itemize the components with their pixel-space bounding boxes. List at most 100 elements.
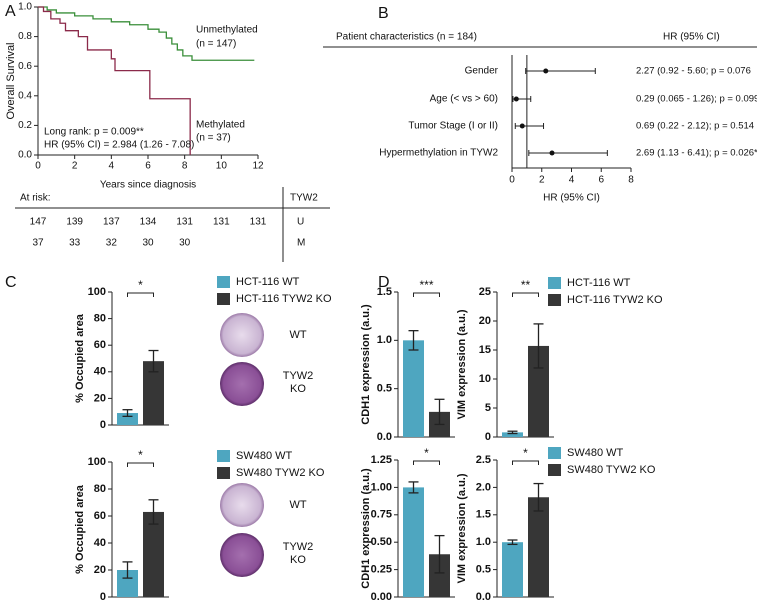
value-label: 2.69 (1.13 - 6.41); p = 0.026* <box>636 148 757 159</box>
annotation: (n = 147) <box>196 39 236 50</box>
x-axis-label: Years since diagnosis <box>100 180 196 191</box>
y-tick-label: 0.8 <box>18 31 32 42</box>
legend-swatch <box>217 293 230 305</box>
y-tick-label: 100 <box>88 456 106 468</box>
legend-label: SW480 WT <box>236 450 293 462</box>
y-tick-label: 10 <box>479 373 491 385</box>
dish-image <box>220 313 264 357</box>
y-tick-label: 0 <box>100 419 106 431</box>
x-tick-label: 4 <box>109 161 115 172</box>
y-tick-label: 0.0 <box>18 150 32 161</box>
x-tick-label: 8 <box>182 161 188 172</box>
risk-count: 139 <box>66 217 83 228</box>
row-label: Age (< vs > 60) <box>430 94 498 105</box>
annotation: Long rank: p = 0.009** <box>44 127 144 138</box>
legend-label: SW480 TYW2 KO <box>567 464 656 476</box>
significance-label: * <box>138 278 143 292</box>
y-tick-label: 0.2 <box>18 120 32 131</box>
panel-letter: A <box>5 3 16 20</box>
y-tick-label: 2.0 <box>476 481 491 493</box>
hr-point <box>543 68 549 74</box>
header: Patient characteristics (n = 184) <box>336 32 477 43</box>
x-tick-label: 8 <box>628 175 634 186</box>
risk-table-title: At risk: <box>20 193 51 204</box>
y-tick-label: 80 <box>94 313 106 325</box>
annotation: Unmethylated <box>196 25 258 36</box>
panel-letter: C <box>5 274 17 291</box>
legend-label: SW480 TYW2 KO <box>236 467 325 479</box>
row-label: Tumor Stage (I or II) <box>408 121 498 132</box>
x-tick-label: 6 <box>145 161 151 172</box>
risk-count: 137 <box>103 217 120 228</box>
bar <box>528 345 549 437</box>
risk-count: 131 <box>250 217 267 228</box>
y-tick-label: 20 <box>94 564 106 576</box>
panel-letter: B <box>378 5 389 22</box>
y-tick-label: 1.5 <box>476 509 491 521</box>
legend-swatch <box>548 277 561 289</box>
legend-swatch <box>548 294 561 306</box>
y-tick-label: 40 <box>94 537 106 549</box>
risk-count: 134 <box>140 217 157 228</box>
value-label: 2.27 (0.92 - 5.60; p = 0.076 <box>636 66 751 77</box>
bar <box>502 542 523 597</box>
x-tick-label: 2 <box>72 161 78 172</box>
hr-point <box>519 123 525 129</box>
significance-label: * <box>424 446 429 460</box>
x-tick-label: 2 <box>539 175 545 186</box>
hr-point <box>549 150 555 156</box>
x-tick-label: 0 <box>35 161 41 172</box>
risk-count: 147 <box>30 217 47 228</box>
y-tick-label: 0.5 <box>476 564 491 576</box>
bar <box>403 340 424 437</box>
risk-table-group-title: TYW2 <box>290 193 318 204</box>
legend-swatch <box>217 467 230 479</box>
y-tick-label: 1.0 <box>18 2 32 13</box>
risk-count: 131 <box>213 217 230 228</box>
y-tick-label: 80 <box>94 483 106 495</box>
legend-swatch <box>548 447 561 459</box>
y-axis-label: CDH1 expression (a.u.) <box>360 304 372 425</box>
significance-bracket <box>127 462 154 467</box>
x-axis-label: HR (95% CI) <box>543 193 600 204</box>
y-tick-label: 1.0 <box>476 536 491 548</box>
significance-label: * <box>138 448 143 462</box>
y-tick-label: 5 <box>485 402 491 414</box>
y-tick-label: 0.50 <box>371 536 392 548</box>
y-tick-label: 1.5 <box>377 286 392 298</box>
y-axis-label: CDH1 expression (a.u.) <box>360 468 372 589</box>
y-tick-label: 0.6 <box>18 61 32 72</box>
row-label: Gender <box>465 66 499 77</box>
risk-group: U <box>297 217 304 228</box>
legend-swatch <box>217 276 230 288</box>
legend-label: HCT-116 WT <box>567 277 631 289</box>
significance-bracket <box>512 292 539 297</box>
survival-curve <box>38 6 255 61</box>
y-tick-label: 1.25 <box>371 454 392 466</box>
y-tick-label: 20 <box>94 392 106 404</box>
y-tick-label: 15 <box>479 344 491 356</box>
y-tick-label: 0.25 <box>371 564 392 576</box>
bar <box>117 413 138 425</box>
y-tick-label: 1.00 <box>371 481 392 493</box>
image-label: WT <box>289 329 307 341</box>
risk-count: 30 <box>179 238 191 249</box>
annotation: HR (95% CI) = 2.984 (1.26 - 7.08) <box>44 140 194 151</box>
dish-image <box>220 533 264 577</box>
value-label: 0.29 (0.065 - 1.26); p = 0.099 <box>636 94 757 105</box>
y-tick-label: 0 <box>485 431 491 443</box>
significance-label: *** <box>419 278 433 292</box>
y-axis-label: VIM expression (a.u.) <box>456 473 468 583</box>
x-tick-label: 6 <box>598 175 604 186</box>
significance-bracket <box>512 460 539 465</box>
x-tick-label: 0 <box>509 175 515 186</box>
annotation: (n = 37) <box>196 133 231 144</box>
y-tick-label: 0 <box>100 591 106 603</box>
dish-image <box>220 483 264 527</box>
x-tick-label: 10 <box>216 161 228 172</box>
significance-label: * <box>523 446 528 460</box>
y-axis-label: VIM expression (a.u.) <box>456 309 468 419</box>
risk-group: M <box>297 238 305 249</box>
y-axis-label: % Occupied area <box>74 313 86 403</box>
